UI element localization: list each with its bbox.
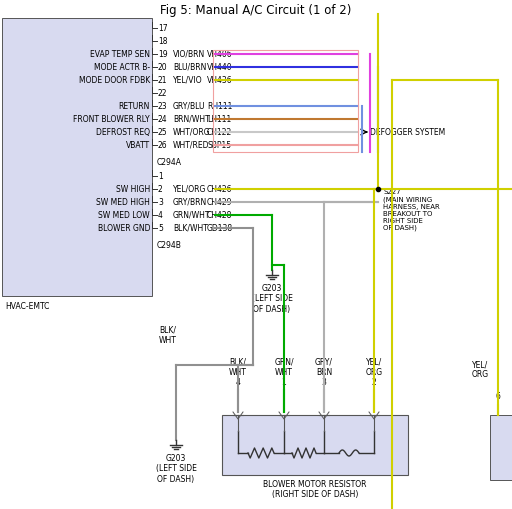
Text: LH111: LH111	[207, 115, 231, 124]
Text: 22: 22	[158, 89, 167, 98]
Text: BLK/WHT: BLK/WHT	[173, 223, 208, 233]
Text: EVAP TEMP SEN: EVAP TEMP SEN	[90, 49, 150, 59]
Text: MODE DOOR FDBK: MODE DOOR FDBK	[79, 75, 150, 84]
Text: 24: 24	[158, 115, 167, 124]
Text: CH426: CH426	[207, 184, 232, 193]
Text: C294B: C294B	[157, 241, 182, 250]
Text: G203
(LEFT SIDE
OF DASH): G203 (LEFT SIDE OF DASH)	[251, 284, 292, 314]
Text: CH429: CH429	[207, 197, 232, 207]
Text: 20: 20	[158, 63, 167, 71]
Text: 2: 2	[372, 378, 376, 387]
Text: GRN/
WHT: GRN/ WHT	[274, 358, 294, 377]
Text: YEL/VIO: YEL/VIO	[173, 75, 203, 84]
Bar	[2, 18, 152, 296]
Text: WHT/RED: WHT/RED	[173, 140, 209, 150]
Text: YEL/
ORG: YEL/ ORG	[366, 358, 382, 377]
Text: BLOWER GND: BLOWER GND	[97, 223, 150, 233]
Text: 17: 17	[158, 23, 167, 33]
Text: HVAC-EMTC: HVAC-EMTC	[5, 302, 49, 311]
Text: DEFROST REQ: DEFROST REQ	[96, 127, 150, 136]
Text: SBP15: SBP15	[207, 140, 231, 150]
Text: S227
(MAIN WIRING
HARNESS, NEAR
BREAKOUT TO
RIGHT SIDE
OF DASH): S227 (MAIN WIRING HARNESS, NEAR BREAKOUT…	[383, 189, 440, 231]
Text: Fig 5: Manual A/C Circuit (1 of 2): Fig 5: Manual A/C Circuit (1 of 2)	[160, 4, 352, 17]
Text: VBATT: VBATT	[126, 140, 150, 150]
Text: 4: 4	[236, 378, 241, 387]
Text: CH428: CH428	[207, 211, 232, 219]
Text: 2: 2	[158, 184, 163, 193]
Text: DEFOGGER SYSTEM: DEFOGGER SYSTEM	[370, 127, 445, 136]
Text: 3: 3	[158, 197, 163, 207]
Text: VIO/BRN: VIO/BRN	[173, 49, 205, 59]
Text: 5: 5	[158, 223, 163, 233]
Text: VH406: VH406	[207, 49, 232, 59]
Text: BLK/
WHT: BLK/ WHT	[229, 358, 247, 377]
Text: 4: 4	[158, 211, 163, 219]
Text: G203
(LEFT SIDE
OF DASH): G203 (LEFT SIDE OF DASH)	[156, 454, 197, 484]
Text: VH436: VH436	[207, 75, 232, 84]
Text: 1: 1	[282, 378, 286, 387]
Text: WHT/ORG: WHT/ORG	[173, 127, 210, 136]
Text: 18: 18	[158, 37, 167, 45]
Text: C294A: C294A	[157, 158, 182, 167]
Text: VH440: VH440	[207, 63, 232, 71]
Text: YEL/
ORG: YEL/ ORG	[472, 360, 489, 379]
Text: BLOWER MOTOR RESISTOR
(RIGHT SIDE OF DASH): BLOWER MOTOR RESISTOR (RIGHT SIDE OF DAS…	[263, 480, 367, 499]
Text: 19: 19	[158, 49, 167, 59]
Text: GRY/BLU: GRY/BLU	[173, 101, 205, 110]
Text: BRN/WHT: BRN/WHT	[173, 115, 210, 124]
Bar	[213, 50, 358, 152]
Text: GRY/
BRN: GRY/ BRN	[315, 358, 333, 377]
Text: GD138: GD138	[207, 223, 233, 233]
Bar	[222, 415, 408, 475]
Text: 23: 23	[158, 101, 167, 110]
Text: FRONT BLOWER RLY: FRONT BLOWER RLY	[73, 115, 150, 124]
Text: CH122: CH122	[207, 127, 232, 136]
Text: SW MED HIGH: SW MED HIGH	[96, 197, 150, 207]
Text: 6: 6	[496, 392, 500, 401]
Text: 21: 21	[158, 75, 167, 84]
Text: MODE ACTR B-: MODE ACTR B-	[94, 63, 150, 71]
Text: SW MED LOW: SW MED LOW	[98, 211, 150, 219]
Text: GRY/BRN: GRY/BRN	[173, 197, 207, 207]
Text: 26: 26	[158, 140, 167, 150]
Text: 1: 1	[158, 172, 163, 181]
Text: 25: 25	[158, 127, 167, 136]
Bar	[490, 415, 512, 480]
Text: BLK/
WHT: BLK/ WHT	[159, 326, 177, 345]
Text: SW HIGH: SW HIGH	[116, 184, 150, 193]
Text: 3: 3	[322, 378, 327, 387]
Text: GRN/WHT: GRN/WHT	[173, 211, 210, 219]
Text: YEL/ORG: YEL/ORG	[173, 184, 206, 193]
Text: BLU/BRN: BLU/BRN	[173, 63, 206, 71]
Text: RH111: RH111	[207, 101, 232, 110]
Text: RETURN: RETURN	[119, 101, 150, 110]
